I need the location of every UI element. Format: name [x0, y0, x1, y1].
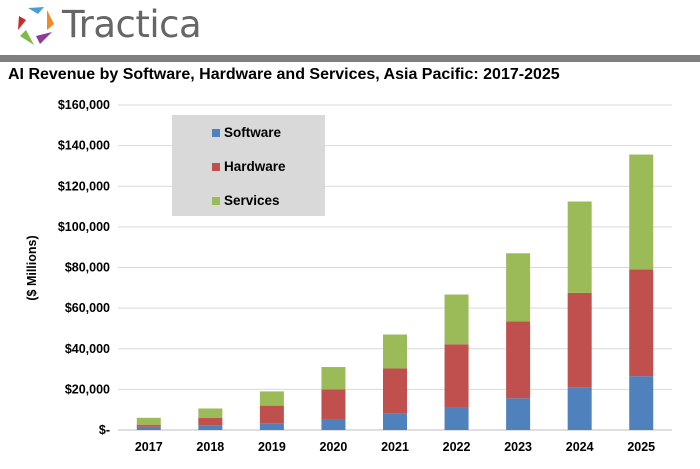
x-tick-label: 2018: [196, 440, 224, 454]
y-tick-label: $120,000: [58, 179, 110, 193]
bar-hardware-2021: [383, 368, 407, 414]
bar-services-2017: [136, 417, 161, 425]
y-tick-label: $40,000: [65, 342, 110, 356]
bar-hardware-2020: [321, 389, 346, 420]
bar-services-2019: [259, 391, 284, 406]
bar-software-2019: [259, 423, 284, 430]
bar-software-2021: [383, 413, 407, 430]
legend-swatch: [212, 163, 220, 171]
bar-hardware-2023: [506, 321, 531, 399]
bar-services-2020: [321, 367, 346, 390]
header-divider: [0, 55, 700, 62]
x-tick-label: 2019: [258, 440, 286, 454]
bar-services-2018: [198, 408, 223, 419]
y-tick-label: $60,000: [65, 301, 110, 315]
y-axis-label: ($ Millions): [25, 235, 39, 300]
bar-software-2025: [629, 376, 654, 430]
legend-label: Hardware: [224, 159, 286, 174]
legend: Software Hardware Services: [172, 115, 325, 216]
legend-label: Services: [224, 193, 280, 208]
x-tick-label: 2020: [320, 440, 348, 454]
brand-name: Tractica: [62, 3, 202, 46]
y-tick-label: $80,000: [65, 261, 110, 275]
y-tick-label: $20,000: [65, 382, 110, 396]
bar-software-2020: [321, 419, 346, 430]
x-tick-label: 2022: [443, 440, 471, 454]
x-tick-label: 2025: [627, 440, 655, 454]
bar-hardware-2024: [567, 292, 592, 388]
legend-item-hardware: Hardware: [212, 159, 286, 174]
bar-services-2021: [383, 334, 407, 369]
x-tick-label: 2017: [135, 440, 163, 454]
x-tick-label: 2023: [504, 440, 532, 454]
legend-item-software: Software: [212, 125, 281, 140]
bar-software-2017: [136, 426, 161, 430]
bar-hardware-2018: [198, 418, 223, 426]
y-tick-label: $100,000: [58, 220, 110, 234]
bar-hardware-2025: [629, 269, 654, 377]
bar-software-2023: [506, 398, 531, 430]
legend-item-services: Services: [212, 193, 280, 208]
bar-services-2023: [506, 253, 531, 322]
legend-swatch: [212, 129, 220, 137]
x-tick-label: 2024: [566, 440, 594, 454]
bar-services-2025: [629, 154, 654, 270]
tractica-logo-icon: [18, 7, 54, 45]
bar-services-2022: [444, 294, 469, 345]
bar-hardware-2017: [136, 424, 161, 427]
x-tick-label: 2021: [381, 440, 409, 454]
bar-software-2024: [567, 387, 592, 430]
bar-hardware-2022: [444, 344, 469, 408]
bar-hardware-2019: [259, 405, 284, 424]
y-tick-label: $160,000: [58, 98, 110, 112]
y-tick-label: $140,000: [58, 139, 110, 153]
bar-software-2018: [198, 425, 223, 430]
y-tick-label: $-: [99, 423, 110, 437]
bar-software-2022: [444, 407, 469, 430]
bar-services-2024: [567, 201, 592, 293]
legend-label: Software: [224, 125, 282, 140]
legend-swatch: [212, 197, 220, 205]
chart-title: AI Revenue by Software, Hardware and Ser…: [8, 66, 560, 83]
